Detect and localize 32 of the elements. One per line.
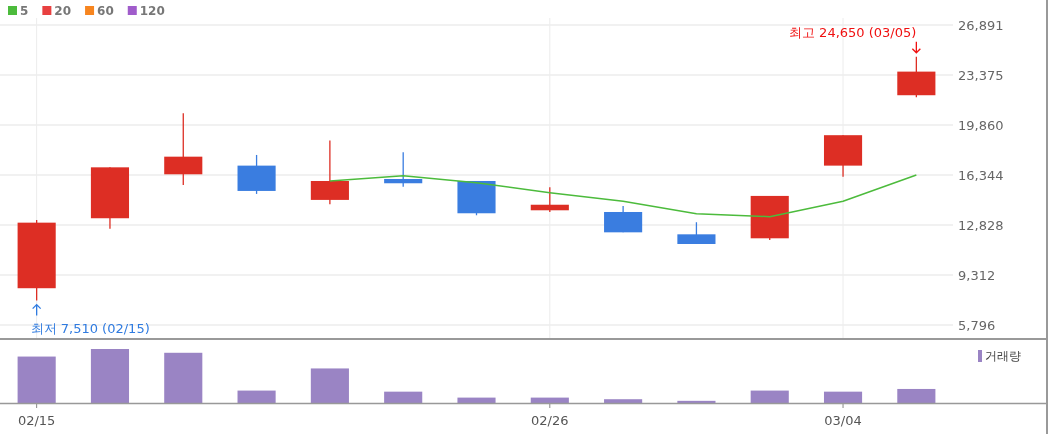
legend-label: 거래량 [985, 349, 1021, 363]
y-tick-label: 26,891 [958, 17, 1004, 33]
bar [384, 391, 423, 403]
annotation: 최저 7,510 (02/15) [30, 320, 150, 336]
x-tick-label: 03/04 [824, 413, 862, 428]
y-tick-label: 12,828 [958, 217, 1004, 233]
candlestick [530, 186, 569, 213]
bar [17, 356, 56, 403]
y-tick-label: 19,860 [958, 117, 1004, 133]
x-tick-label: 02/26 [531, 413, 569, 428]
bar [457, 397, 496, 403]
candlestick [384, 151, 423, 188]
bar [90, 349, 130, 403]
bar [237, 390, 276, 403]
bar [897, 388, 936, 403]
bar [164, 352, 203, 403]
bar [677, 400, 716, 403]
bar [530, 397, 569, 403]
y-tick-label: 9,312 [958, 267, 996, 283]
legend-label: 20 [54, 4, 72, 18]
bar [823, 391, 863, 403]
y-tick-label: 16,344 [958, 167, 1004, 183]
bar [750, 390, 789, 403]
legend-label: 120 [139, 4, 165, 18]
annotation: 최고 24,650 (03/05) [788, 24, 917, 40]
bar [310, 368, 349, 403]
legend-label: 5 [20, 4, 29, 18]
bar [604, 399, 643, 403]
y-tick-label: 5,796 [958, 317, 996, 333]
y-tick-label: 23,375 [958, 67, 1004, 83]
x-tick-label: 02/15 [17, 413, 56, 428]
legend-label: 60 [97, 4, 114, 18]
